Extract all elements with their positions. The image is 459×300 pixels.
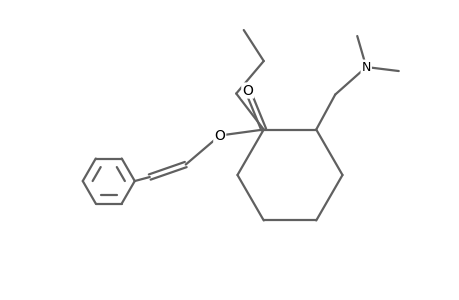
Text: O: O <box>242 83 252 98</box>
Text: O: O <box>214 128 225 142</box>
Text: N: N <box>361 61 370 74</box>
